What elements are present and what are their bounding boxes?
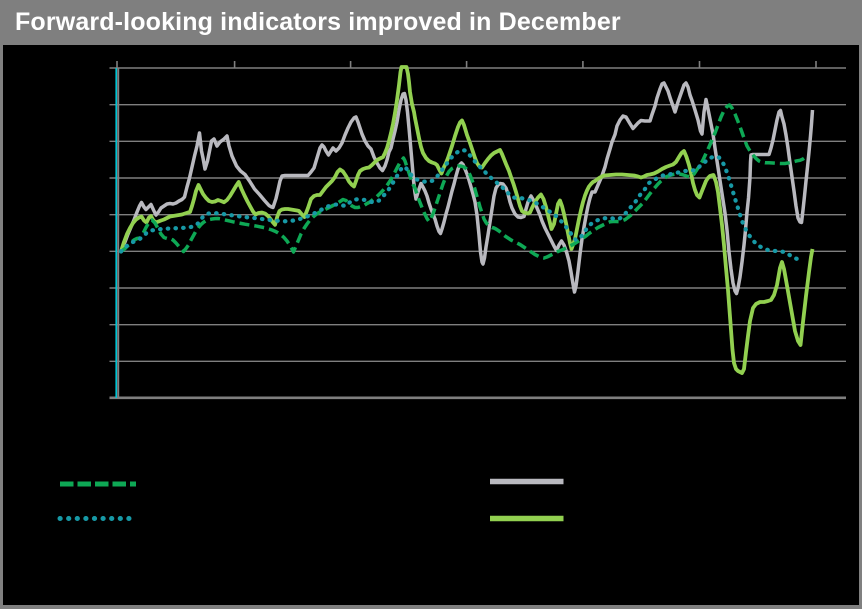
svg-text:Forward-looking indicators imp: Forward-looking indicators improved in D… bbox=[15, 8, 621, 36]
